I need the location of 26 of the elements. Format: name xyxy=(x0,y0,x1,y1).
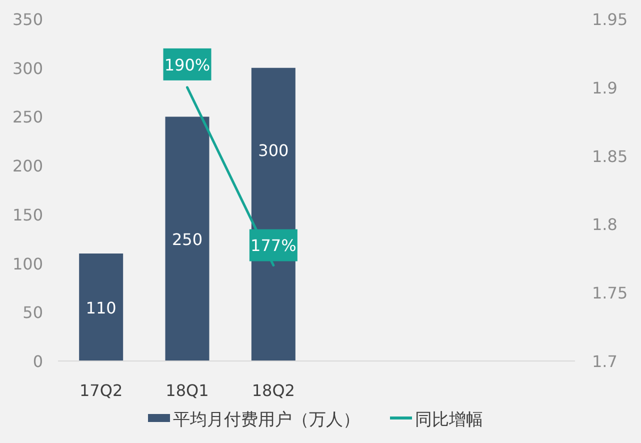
y2-tick-label: 1.75 xyxy=(592,284,628,303)
data-label: 110 xyxy=(86,298,116,318)
y2-tick-label: 1.9 xyxy=(592,78,618,98)
y2-tick-label: 1.85 xyxy=(592,146,628,166)
y2-tick-label: 1.8 xyxy=(592,215,618,234)
bar xyxy=(165,116,210,361)
x-tick-label: 18Q1 xyxy=(166,381,209,400)
y-tick-label: 150 xyxy=(12,205,43,224)
legend-label: 同比增幅 xyxy=(415,410,483,430)
x-tick-label: 18Q2 xyxy=(252,381,295,400)
y-tick-label: 0 xyxy=(32,352,43,371)
y2-tick-label: 1.95 xyxy=(592,10,628,29)
data-label: 177% xyxy=(250,236,296,256)
y-tick-label: 250 xyxy=(12,108,43,127)
y-tick-label: 200 xyxy=(12,156,43,176)
data-label: 250 xyxy=(172,230,203,249)
bar xyxy=(79,254,124,361)
data-label: 190% xyxy=(164,55,210,74)
x-tick-label: 17Q2 xyxy=(80,381,123,400)
y-tick-label: 350 xyxy=(12,10,43,29)
y-tick-label: 50 xyxy=(22,303,43,322)
legend-label: 平均月付费用户（万人） xyxy=(173,410,360,430)
y-tick-label: 100 xyxy=(12,254,43,274)
y2-tick-label: 1.7 xyxy=(592,352,618,371)
data-label: 300 xyxy=(258,140,289,160)
y-tick-label: 300 xyxy=(12,58,43,78)
